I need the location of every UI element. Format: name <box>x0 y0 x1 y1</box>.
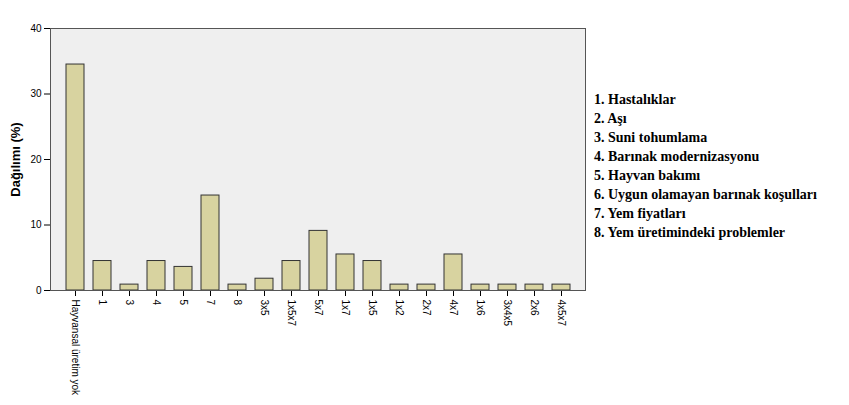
svg-text:1x5x7: 1x5x7 <box>286 300 297 327</box>
html-text:7. Yem fiyatları: 7. Yem fiyatları <box>594 206 686 221</box>
html-text:6. Uygun olamayan barınak koşu: 6. Uygun olamayan barınak koşulları <box>594 187 817 202</box>
svg-text:3x4x5: 3x4x5 <box>502 300 513 327</box>
svg-text:Hayvansal üretim yok: Hayvansal üretim yok <box>70 300 81 397</box>
svg-text:2x6: 2x6 <box>529 300 540 317</box>
svg-text:5x7: 5x7 <box>313 300 324 317</box>
svg-text:5: 5 <box>178 300 189 306</box>
html-text:8. Yem üretimindeki problemler: 8. Yem üretimindeki problemler <box>594 225 786 240</box>
svg-text:1x2: 1x2 <box>394 300 405 317</box>
html-text:3. Suni tohumlama: 3. Suni tohumlama <box>594 130 708 145</box>
svg-text:4: 4 <box>151 300 162 306</box>
svg-text:1x7: 1x7 <box>340 300 351 317</box>
svg-text:20: 20 <box>30 154 42 165</box>
html-text:5. Hayvan bakımı: 5. Hayvan bakımı <box>594 168 701 183</box>
svg-text:1: 1 <box>97 300 108 306</box>
svg-text:Dağılımı (%): Dağılımı (%) <box>8 122 23 196</box>
svg-text:40: 40 <box>30 23 42 34</box>
svg-text:7: 7 <box>205 300 216 306</box>
svg-text:3: 3 <box>124 300 135 306</box>
html-text:1. Hastalıklar: 1. Hastalıklar <box>594 92 676 107</box>
svg-text:1x5: 1x5 <box>367 300 378 317</box>
svg-text:0: 0 <box>36 285 42 296</box>
svg-text:8: 8 <box>232 300 243 306</box>
svg-text:3x5: 3x5 <box>259 300 270 317</box>
svg-text:30: 30 <box>30 88 42 99</box>
svg-text:1x6: 1x6 <box>475 300 486 317</box>
html-text:2. Aşı: 2. Aşı <box>594 111 627 126</box>
svg-text:10: 10 <box>30 219 42 230</box>
html-text:4. Barınak modernizasyonu: 4. Barınak modernizasyonu <box>594 149 760 164</box>
svg-text:4x5x7: 4x5x7 <box>556 300 567 327</box>
svg-text:2x7: 2x7 <box>421 300 432 317</box>
svg-text:4x7: 4x7 <box>448 300 459 317</box>
